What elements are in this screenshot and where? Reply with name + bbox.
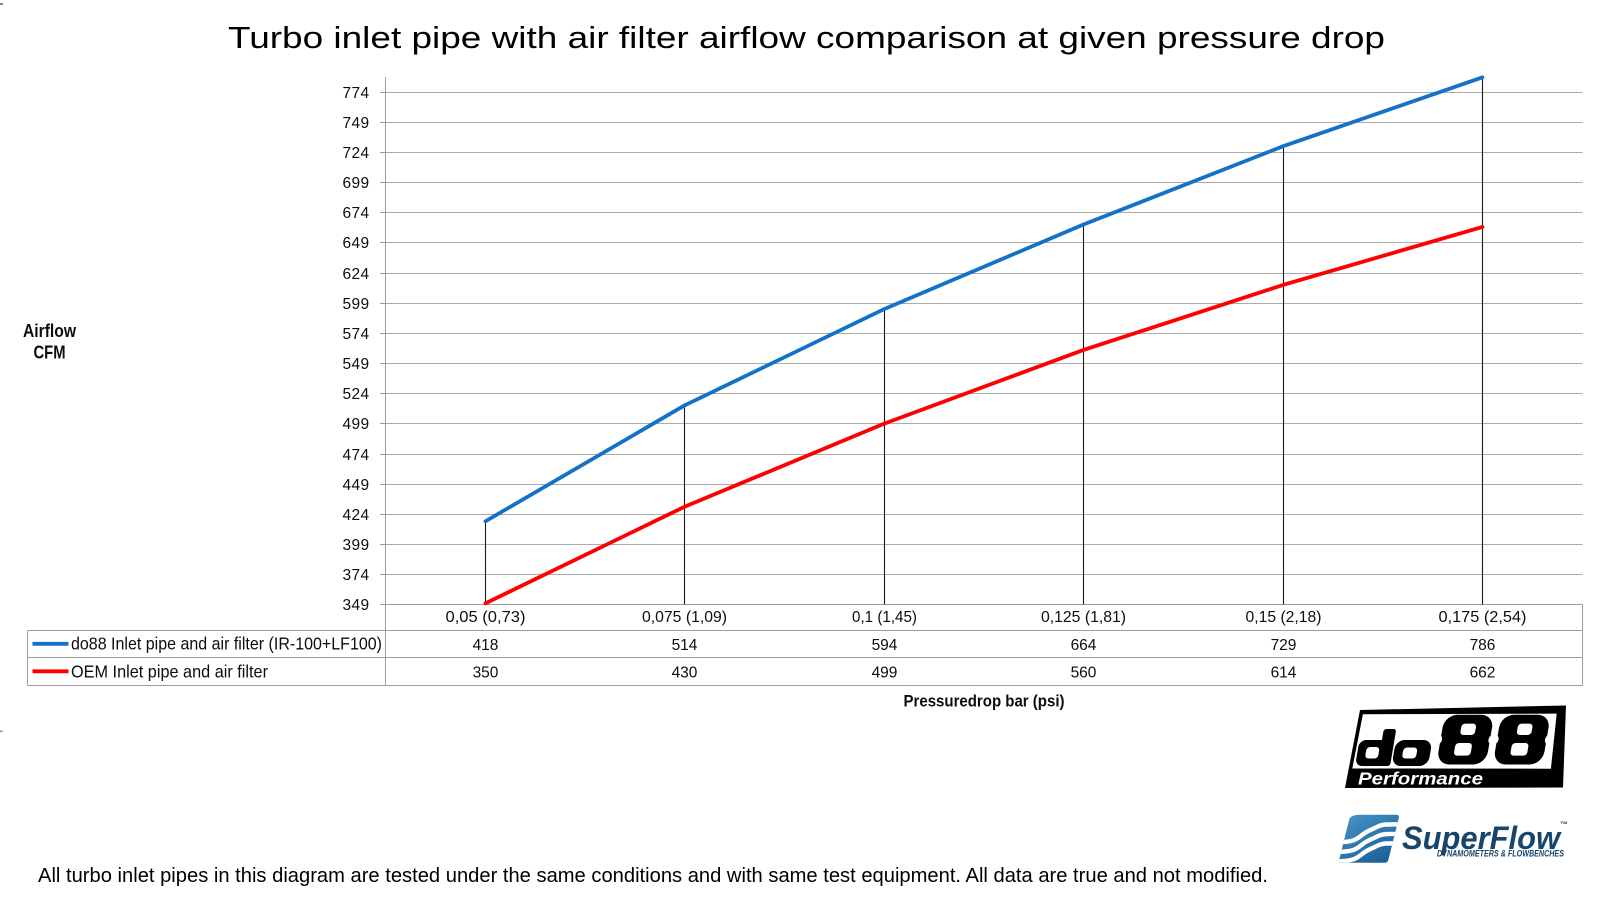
svg-text:Pressuredrop bar (psi): Pressuredrop bar (psi): [904, 691, 1065, 710]
svg-text:430: 430: [672, 664, 698, 681]
svg-text:0,15 (2,18): 0,15 (2,18): [1246, 609, 1322, 626]
svg-text:786: 786: [1470, 637, 1496, 654]
svg-text:399: 399: [342, 537, 369, 554]
svg-text:649: 649: [342, 235, 369, 252]
svg-text:CFM: CFM: [34, 343, 66, 363]
svg-text:774: 774: [342, 85, 369, 102]
svg-text:594: 594: [872, 637, 898, 654]
svg-text:350: 350: [473, 664, 499, 681]
svg-text:374: 374: [342, 567, 369, 584]
svg-text:449: 449: [342, 477, 369, 494]
svg-text:0,05 (0,73): 0,05 (0,73): [446, 609, 526, 626]
svg-text:424: 424: [342, 507, 369, 524]
svg-text:Turbo inlet pipe with air filt: Turbo inlet pipe with air filter airflow…: [228, 20, 1385, 55]
svg-text:574: 574: [342, 326, 369, 343]
svg-text:All turbo inlet pipes in this: All turbo inlet pipes in this diagram ar…: [38, 864, 1268, 887]
svg-text:749: 749: [342, 115, 369, 132]
svg-text:349: 349: [342, 597, 369, 614]
svg-text:0,075 (1,09): 0,075 (1,09): [642, 609, 727, 626]
svg-text:499: 499: [872, 664, 898, 681]
svg-text:662: 662: [1470, 664, 1496, 681]
svg-text:599: 599: [342, 296, 369, 313]
svg-text:729: 729: [1271, 637, 1297, 654]
svg-text:0,1 (1,45): 0,1 (1,45): [852, 609, 917, 626]
svg-text:524: 524: [342, 386, 369, 403]
svg-text:624: 624: [342, 266, 369, 283]
svg-text:699: 699: [342, 175, 369, 192]
svg-text:™: ™: [1560, 820, 1568, 829]
svg-text:549: 549: [342, 356, 369, 373]
svg-text:499: 499: [342, 416, 369, 433]
svg-text:do88 Inlet pipe and air filter: do88 Inlet pipe and air filter (IR-100+L…: [71, 634, 382, 654]
svg-text:674: 674: [342, 205, 369, 222]
svg-text:0,125 (1,81): 0,125 (1,81): [1041, 609, 1126, 626]
svg-text:664: 664: [1071, 637, 1097, 654]
svg-text:Airflow: Airflow: [23, 321, 77, 341]
svg-text:0,175 (2,54): 0,175 (2,54): [1439, 609, 1527, 626]
svg-text:Performance: Performance: [1358, 769, 1483, 789]
svg-text:514: 514: [672, 637, 698, 654]
svg-text:SuperFlow: SuperFlow: [1402, 820, 1563, 856]
svg-text:418: 418: [473, 637, 499, 654]
svg-text:724: 724: [342, 145, 369, 162]
svg-text:OEM Inlet pipe and air filter: OEM Inlet pipe and air filter: [71, 661, 268, 681]
svg-text:474: 474: [342, 447, 369, 464]
svg-text:614: 614: [1271, 664, 1297, 681]
svg-text:DYNAMOMETERS & FLOWBENCHES: DYNAMOMETERS & FLOWBENCHES: [1437, 849, 1564, 860]
svg-text:560: 560: [1071, 664, 1097, 681]
